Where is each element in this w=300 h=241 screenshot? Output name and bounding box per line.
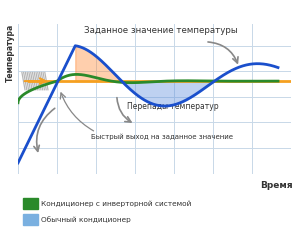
Text: Заданное значение температуры: Заданное значение температуры: [84, 26, 238, 35]
Text: Время: Время: [260, 181, 292, 190]
Bar: [23, 198, 38, 209]
Text: Обычный кондиционер: Обычный кондиционер: [41, 216, 131, 222]
Bar: [23, 214, 38, 225]
Text: Быстрый выход на заданное значение: Быстрый выход на заданное значение: [91, 134, 233, 140]
Text: Температура: Температура: [6, 24, 15, 82]
Text: Перепады температур: Перепады температур: [127, 102, 219, 111]
Text: Кондиционер с инверторной системой: Кондиционер с инверторной системой: [41, 200, 192, 207]
